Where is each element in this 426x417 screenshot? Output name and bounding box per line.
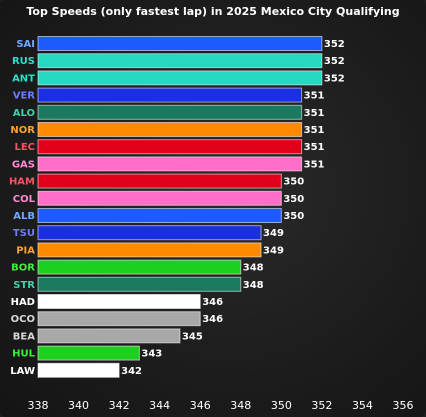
x-tick-label: 340 [68, 399, 89, 412]
value-label: 348 [243, 280, 264, 291]
category-label: NOR [10, 125, 35, 136]
bar [37, 208, 282, 223]
category-label: SAI [16, 39, 35, 50]
value-label: 349 [263, 228, 284, 239]
category-label: VER [13, 91, 36, 102]
x-tick-label: 344 [149, 399, 170, 412]
category-label: BEA [13, 331, 35, 342]
value-label: 351 [304, 125, 325, 136]
value-label: 348 [243, 263, 264, 274]
category-label: BOR [11, 263, 35, 274]
x-tick-label: 338 [28, 399, 49, 412]
bar [37, 294, 201, 309]
category-label: HUL [12, 349, 35, 360]
x-tick-label: 356 [393, 399, 414, 412]
bar [37, 190, 282, 206]
category-label: ANT [12, 73, 35, 84]
category-label: STR [13, 280, 35, 291]
bar [37, 259, 242, 275]
value-label: 351 [304, 142, 325, 153]
bar [37, 362, 120, 378]
category-label: GAS [12, 159, 35, 170]
category-label: COL [13, 194, 36, 205]
bar [37, 70, 323, 86]
category-label: LEC [14, 142, 35, 153]
value-label: 350 [283, 211, 304, 222]
category-label: OCO [11, 314, 35, 325]
bar [37, 139, 303, 155]
bar [37, 156, 303, 172]
category-label: LAW [10, 366, 35, 377]
bar [37, 87, 303, 103]
bar [37, 311, 201, 327]
x-tick-label: 352 [311, 399, 332, 412]
x-tick-label: 346 [190, 399, 211, 412]
x-tick-label: 342 [109, 399, 130, 412]
x-tick-label: 348 [230, 399, 251, 412]
bar [37, 242, 262, 258]
value-label: 349 [263, 245, 284, 256]
bar [37, 328, 181, 344]
bar [37, 345, 140, 361]
category-label: HAD [11, 297, 35, 308]
category-label: ALB [13, 211, 35, 222]
value-label: 352 [324, 56, 345, 67]
bar [37, 104, 303, 120]
bar [37, 122, 303, 137]
value-label: 350 [283, 194, 304, 205]
category-label: RUS [12, 56, 35, 67]
value-label: 352 [324, 73, 345, 84]
bar [37, 36, 323, 51]
category-label: HAM [9, 177, 35, 188]
value-label: 351 [304, 91, 325, 102]
x-tick-label: 354 [352, 399, 373, 412]
bar [37, 173, 282, 189]
chart-title: Top Speeds (only fastest lap) in 2025 Me… [26, 5, 400, 18]
category-label: PIA [16, 245, 35, 256]
value-label: 346 [202, 297, 223, 308]
value-label: 343 [141, 349, 162, 360]
value-label: 342 [121, 366, 142, 377]
bar [37, 276, 242, 292]
value-label: 352 [324, 39, 345, 50]
value-label: 346 [202, 314, 223, 325]
value-label: 351 [304, 108, 325, 119]
value-label: 351 [304, 159, 325, 170]
category-label: ALO [13, 108, 35, 119]
value-label: 350 [283, 177, 304, 188]
x-tick-label: 350 [271, 399, 292, 412]
bar [37, 225, 262, 241]
bar [37, 53, 323, 69]
value-label: 345 [182, 331, 203, 342]
category-label: TSU [13, 228, 35, 239]
